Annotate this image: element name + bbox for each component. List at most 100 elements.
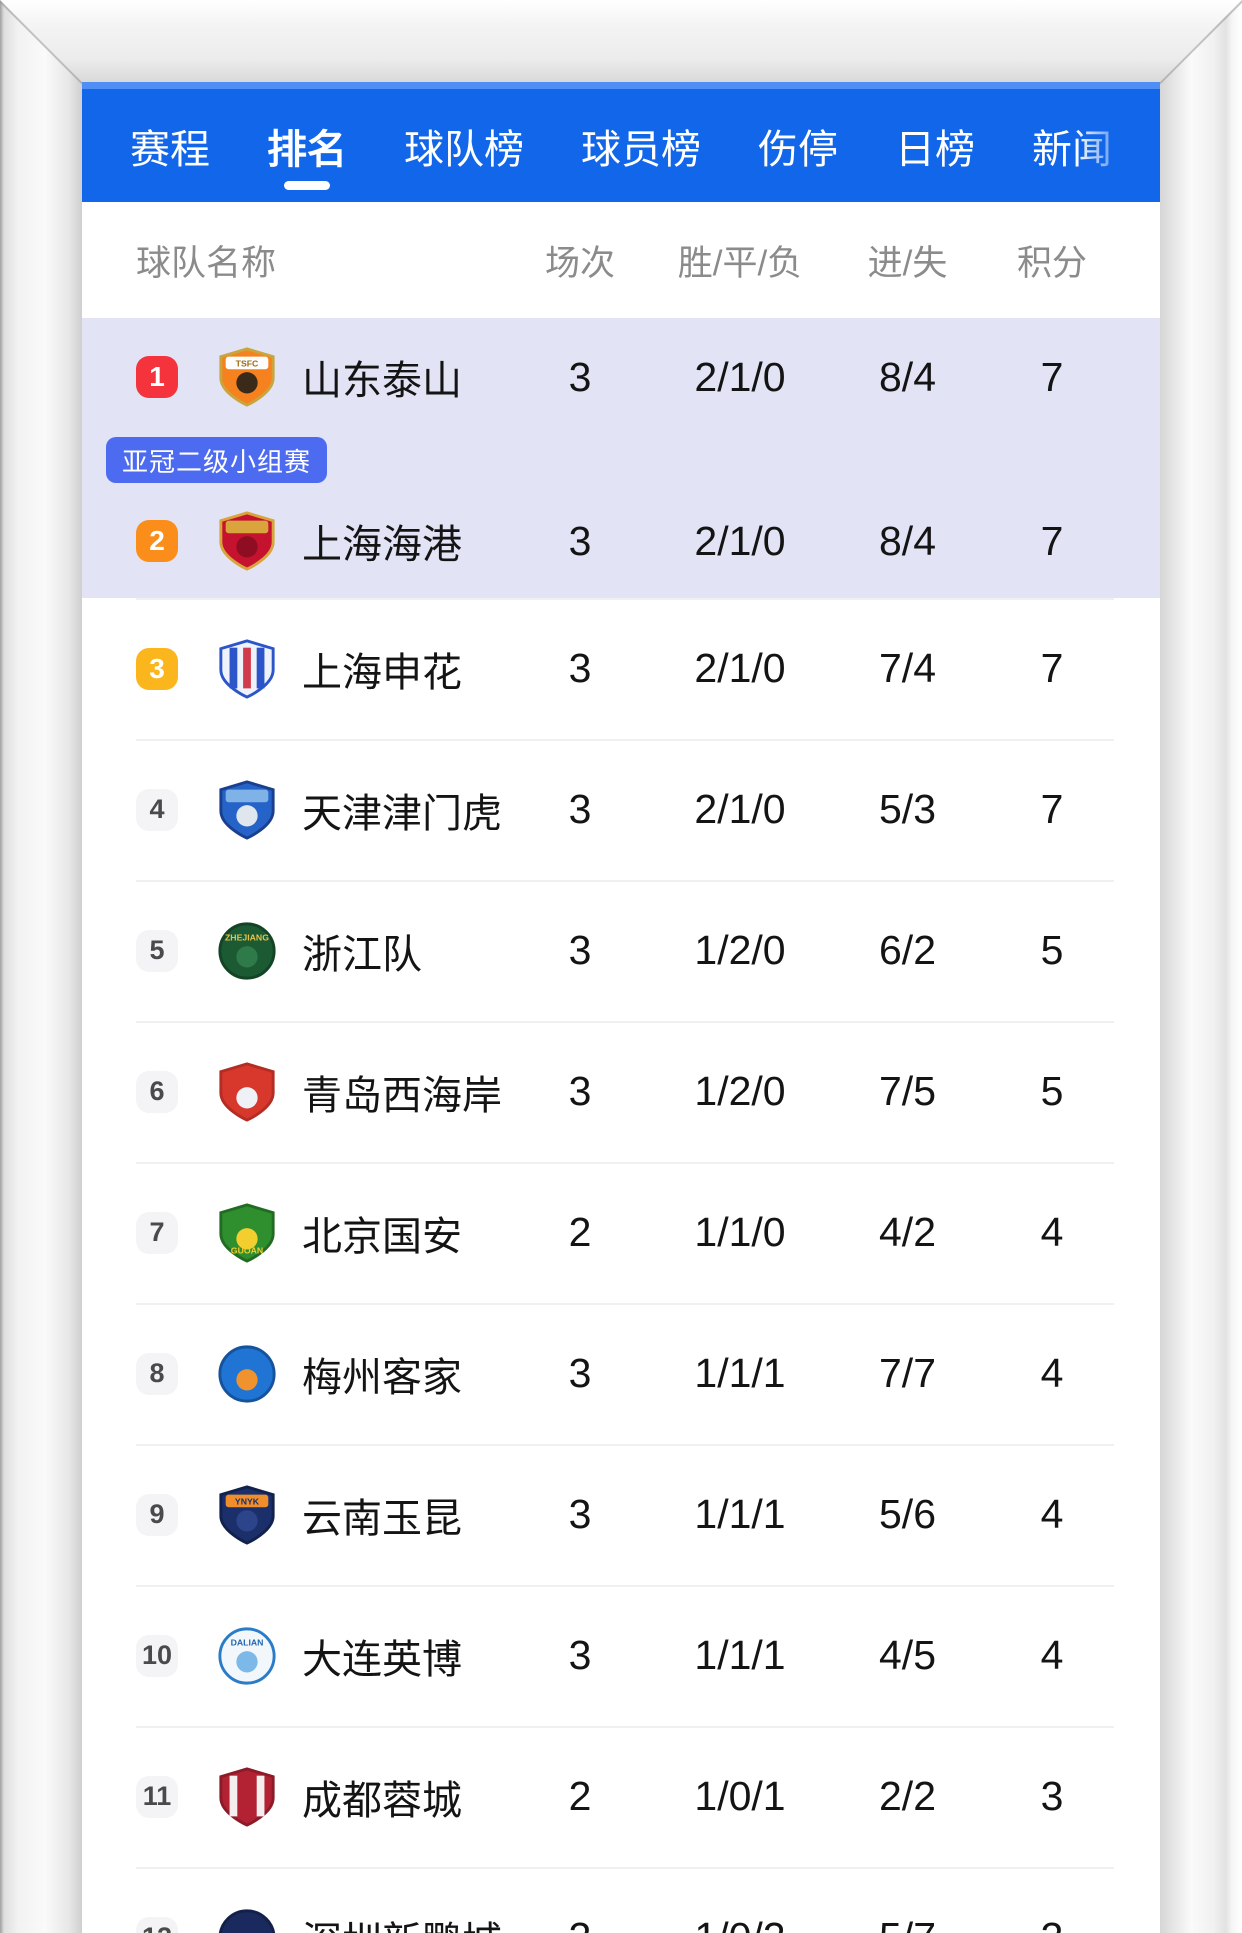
team-logo-icon	[216, 638, 278, 700]
team-cell: 6 青岛西海岸	[82, 1061, 505, 1123]
row-divider	[136, 598, 1114, 600]
team-logo-icon	[216, 1766, 278, 1828]
header-matches: 场次	[544, 243, 615, 283]
team-logo-icon	[216, 510, 278, 572]
rank-badge: 5	[136, 929, 178, 972]
team-logo-icon: DALIAN	[216, 1625, 278, 1687]
matches-cell: 3	[568, 1491, 592, 1537]
rank-badge: 12	[136, 1916, 178, 1933]
table-row-10[interactable]: 10 DALIAN 大连英博 3 1/1/1 4/5 4	[82, 1585, 1160, 1726]
points-cell: 4	[1040, 1491, 1064, 1537]
wdl-cell: 1/0/1	[694, 1773, 786, 1819]
team-cell: 8 梅州客家	[82, 1343, 505, 1405]
points-cell: 5	[1040, 927, 1064, 973]
points-cell: 3	[1040, 1773, 1064, 1819]
team-name: 浙江队	[302, 932, 422, 977]
points-cell: 5	[1040, 1068, 1064, 1114]
svg-text:TSFC: TSFC	[236, 358, 259, 368]
table-row-11[interactable]: 11 成都蓉城 2 1/0/1 2/2 3	[82, 1726, 1160, 1867]
nav-tab-7[interactable]: 新闻	[1032, 89, 1112, 202]
matches-cell: 3	[568, 517, 592, 564]
team-logo-icon	[216, 779, 278, 841]
row-divider	[136, 1726, 1114, 1728]
nav-tab-4[interactable]: 球员榜	[581, 127, 701, 172]
nav-tab-1[interactable]: 赛程	[130, 127, 210, 172]
team-name: 上海海港	[302, 523, 462, 567]
team-name: 上海申花	[302, 650, 462, 695]
table-row-6[interactable]: 6 青岛西海岸 3 1/2/0 7/5 5	[82, 1021, 1160, 1162]
team-cell: 10 DALIAN 大连英博	[82, 1625, 505, 1687]
wdl-cell: 1/1/0	[694, 1209, 786, 1255]
table-row-12[interactable]: 12 深圳新鹏城 3 1/0/2 5/7 3	[82, 1867, 1160, 1933]
header-wdl: 胜/平/负	[677, 243, 803, 283]
row-divider	[136, 1303, 1114, 1305]
svg-text:ZHEJIANG: ZHEJIANG	[225, 932, 269, 942]
table-row-7[interactable]: 7 GUOAN 北京国安 2 1/1/0 4/2 4	[82, 1162, 1160, 1303]
rank-badge: 7	[136, 1211, 178, 1254]
team-name: 大连英博	[302, 1637, 462, 1682]
matches-cell: 3	[568, 1632, 592, 1678]
rank-badge: 6	[136, 1070, 178, 1113]
header-goals: 进/失	[867, 243, 948, 283]
goals-cell: 5/7	[825, 1914, 990, 1933]
wdl-cell: 2/1/0	[694, 645, 786, 691]
goals-cell: 7/4	[879, 645, 936, 691]
team-name: 成都蓉城	[302, 1778, 462, 1823]
goals-cell: 7/5	[879, 1068, 936, 1114]
goals-cell: 4/5	[879, 1632, 936, 1678]
matches-cell: 3	[568, 645, 592, 691]
header-points: 积分	[1016, 243, 1087, 283]
matches-cell: 3	[505, 1914, 655, 1933]
rank-badge: 11	[136, 1775, 178, 1818]
table-row-4[interactable]: 4 天津津门虎 3 2/1/0 5/3 7	[82, 739, 1160, 880]
table-row-2[interactable]: 2 上海海港 3 2/1/0 8/4 7	[82, 484, 1160, 598]
team-logo-icon: YNYK	[216, 1484, 278, 1546]
matches-cell: 3	[568, 1068, 592, 1114]
group-stage-tag-row: 亚冠二级小组赛	[82, 436, 1160, 484]
wdl-cell: 2/1/0	[694, 517, 786, 564]
rank-badge: 9	[136, 1493, 178, 1536]
nav-tab-5[interactable]: 伤停	[758, 127, 838, 172]
team-logo-icon: ZHEJIANG	[216, 920, 278, 982]
team-cell: 2 上海海港	[82, 510, 505, 572]
points-cell: 7	[1040, 645, 1064, 691]
table-row-8[interactable]: 8 梅州客家 3 1/1/1 7/7 4	[82, 1303, 1160, 1444]
nav-tab-6[interactable]: 日榜	[895, 127, 975, 172]
matches-cell: 3	[568, 353, 592, 400]
table-row-9[interactable]: 9 YNYK 云南玉昆 3 1/1/1 5/6 4	[82, 1444, 1160, 1585]
nav-tab-2[interactable]: 排名	[267, 89, 347, 202]
svg-text:GUOAN: GUOAN	[231, 1245, 263, 1255]
team-cell: 12 深圳新鹏城	[82, 1907, 505, 1933]
goals-cell: 6/2	[879, 927, 936, 973]
matches-cell: 3	[568, 927, 592, 973]
team-cell: 4 天津津门虎	[82, 779, 505, 841]
matches-cell: 2	[568, 1209, 592, 1255]
wdl-cell: 1/1/1	[694, 1350, 786, 1396]
row-divider	[136, 1585, 1114, 1587]
rank-badge: 4	[136, 788, 178, 831]
rank-badge: 8	[136, 1352, 178, 1395]
row-divider	[136, 1444, 1114, 1446]
matches-cell: 3	[568, 786, 592, 832]
team-cell: 7 GUOAN 北京国安	[82, 1202, 505, 1264]
photo-frame-left	[0, 0, 82, 1933]
wdl-cell: 1/0/2	[655, 1914, 825, 1933]
table-row-5[interactable]: 5 ZHEJIANG 浙江队 3 1/2/0 6/2 5	[82, 880, 1160, 1021]
rank-badge: 3	[136, 647, 178, 690]
team-logo-icon: TSFC	[216, 346, 278, 408]
team-logo-icon	[216, 1343, 278, 1405]
team-name: 山东泰山	[302, 359, 462, 403]
row-divider	[136, 1021, 1114, 1023]
team-cell: 5 ZHEJIANG 浙江队	[82, 920, 505, 982]
team-cell: 9 YNYK 云南玉昆	[82, 1484, 505, 1546]
team-name: 深圳新鹏城	[302, 1909, 502, 1933]
table-row-3[interactable]: 3 上海申花 3 2/1/0 7/4 7	[82, 598, 1160, 739]
standings-list: 1 TSFC 山东泰山 3 2/1/0 8/4 7 亚冠二级小组赛 2 上海海港…	[82, 318, 1160, 1933]
team-logo-icon	[216, 1907, 278, 1933]
points-cell: 7	[1040, 786, 1064, 832]
table-row-1[interactable]: 1 TSFC 山东泰山 3 2/1/0 8/4 7	[82, 318, 1160, 436]
nav-tab-3[interactable]: 球队榜	[404, 127, 524, 172]
photo-frame-right	[1160, 0, 1242, 1933]
team-cell: 1 TSFC 山东泰山	[82, 346, 505, 408]
